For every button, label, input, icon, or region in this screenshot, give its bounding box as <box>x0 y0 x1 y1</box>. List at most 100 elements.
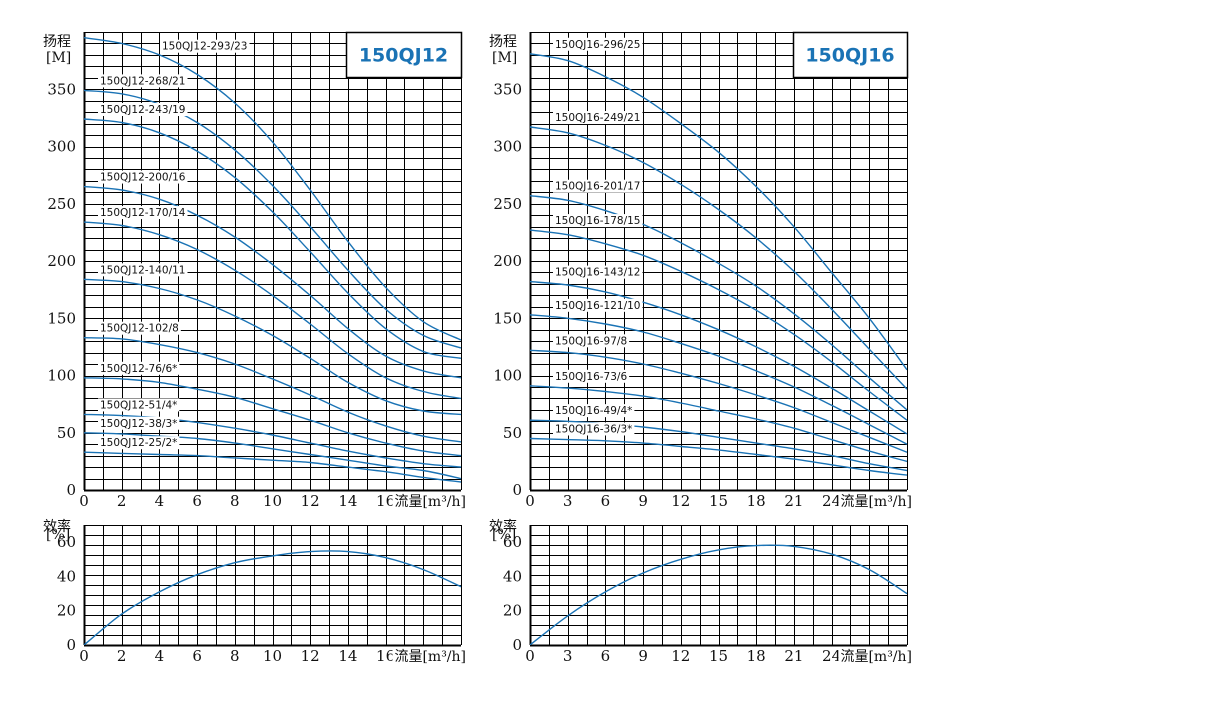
x-axis-label-bg <box>838 648 913 664</box>
series-label-h16-8: 150QJ16-49/4* <box>555 405 632 417</box>
series-line-h16-4 <box>530 280 907 435</box>
y-tick-label: 60 <box>57 533 76 551</box>
series-line-h12-0 <box>84 37 461 341</box>
x-tick-label: 6 <box>601 492 611 510</box>
y-tick-label: 150 <box>493 309 522 327</box>
y-tick-label: 350 <box>493 80 522 98</box>
series-line-h16-7 <box>530 385 907 463</box>
chart-title: 150QJ12 <box>359 45 448 67</box>
series-line-h12-10 <box>84 451 461 483</box>
x-axis-label-bg <box>392 648 467 664</box>
y-tick-label: 0 <box>512 636 522 654</box>
series-line-h16-2 <box>530 195 907 411</box>
x-tick-label: 4 <box>155 492 165 510</box>
y-axis-label: 效率 <box>489 518 517 535</box>
series-label-bg <box>160 39 250 53</box>
x-tick-label: 6 <box>601 647 611 665</box>
x-tick-label: 8 <box>230 492 240 510</box>
series-label-bg <box>553 214 643 228</box>
series-label-bg <box>98 436 180 450</box>
title-box <box>792 31 909 79</box>
y-tick-label: 20 <box>503 602 522 620</box>
x-tick-label: 6 <box>192 492 202 510</box>
series-line-h16-1 <box>530 126 907 390</box>
series-label-h12-1: 150QJ12-268/21 <box>100 75 186 87</box>
y-tick-label: 350 <box>47 80 76 98</box>
x-tick-label: 3 <box>563 492 573 510</box>
x-tick-label: 12 <box>671 492 690 510</box>
series-label-h16-4: 150QJ16-143/12 <box>555 267 641 279</box>
x-tick-label: 3 <box>563 647 573 665</box>
x-axis-label: 流量[m³/h] <box>840 649 912 665</box>
chart-title: 150QJ16 <box>805 45 894 67</box>
x-tick-label: 21 <box>784 492 803 510</box>
y-axis-unit: [%] <box>492 527 516 543</box>
series-label-h16-7: 150QJ16-73/6 <box>555 371 627 383</box>
series-label-bg <box>553 37 643 51</box>
series-label-h16-3: 150QJ16-178/15 <box>555 215 641 227</box>
series-line-h12-4 <box>84 221 461 400</box>
series-label-h12-4: 150QJ12-170/14 <box>100 207 186 219</box>
x-tick-label: 8 <box>230 647 240 665</box>
y-axis-label: 扬程 <box>43 34 71 50</box>
series-label-h16-0: 150QJ16-296/25 <box>555 39 641 51</box>
y-tick-label: 150 <box>47 309 76 327</box>
y-tick-label: 20 <box>57 602 76 620</box>
series-label-h16-1: 150QJ16-249/21 <box>555 112 641 124</box>
title-box <box>345 31 463 79</box>
y-tick-label: 100 <box>47 367 76 385</box>
series-label-bg <box>98 321 181 335</box>
x-axis-label: 流量[m³/h] <box>394 494 466 510</box>
x-axis-label: 流量[m³/h] <box>840 494 912 510</box>
y-axis-unit: [M] <box>492 50 517 66</box>
y-tick-label: 50 <box>57 424 76 442</box>
x-tick-label: 10 <box>263 492 282 510</box>
x-tick-label: 0 <box>525 647 535 665</box>
series-label-bg <box>98 263 188 277</box>
x-tick-label: 6 <box>192 647 202 665</box>
series-label-bg <box>98 74 188 88</box>
x-tick-label: 0 <box>79 492 89 510</box>
y-tick-label: 0 <box>512 481 522 499</box>
y-tick-label: 40 <box>503 567 522 585</box>
series-line-h12-6 <box>84 337 461 443</box>
series-label-h12-9: 150QJ12-38/3* <box>100 418 177 430</box>
x-tick-label: 4 <box>155 647 165 665</box>
x-tick-label: 9 <box>638 647 648 665</box>
x-tick-label: 14 <box>338 492 357 510</box>
x-tick-label: 12 <box>301 647 320 665</box>
series-label-h12-7: 150QJ12-76/6* <box>100 363 177 375</box>
series-label-h12-10: 150QJ12-25/2* <box>100 437 177 449</box>
x-tick-label: 18 <box>747 492 766 510</box>
series-line-e12-0 <box>84 550 461 645</box>
series-label-bg <box>553 111 643 125</box>
y-axis-label: 扬程 <box>489 34 517 50</box>
series-label-h12-6: 150QJ12-102/8 <box>100 323 179 335</box>
x-tick-label: 18 <box>747 647 766 665</box>
x-tick-label: 12 <box>301 492 320 510</box>
x-tick-label: 16 <box>376 492 395 510</box>
x-tick-label: 0 <box>79 647 89 665</box>
x-tick-label: 24 <box>822 492 841 510</box>
y-tick-label: 0 <box>66 481 76 499</box>
x-tick-label: 2 <box>117 492 127 510</box>
x-tick-label: 14 <box>338 647 357 665</box>
x-tick-label: 2 <box>117 647 127 665</box>
x-tick-label: 15 <box>709 647 728 665</box>
x-axis-label: 流量[m³/h] <box>394 649 466 665</box>
x-tick-label: 12 <box>671 647 690 665</box>
y-tick-label: 50 <box>503 424 522 442</box>
series-label-h12-2: 150QJ12-243/19 <box>100 104 186 116</box>
series-line-h12-2 <box>84 118 461 359</box>
y-tick-label: 200 <box>47 252 76 270</box>
series-line-h12-5 <box>84 278 461 416</box>
series-label-h16-5: 150QJ16-121/10 <box>555 300 641 312</box>
series-label-bg <box>98 103 188 117</box>
series-label-bg <box>553 422 635 436</box>
series-label-bg <box>553 179 643 193</box>
series-label-bg <box>98 361 180 375</box>
series-label-bg <box>98 416 180 430</box>
grid <box>83 525 462 647</box>
x-axis-label-bg <box>838 493 913 509</box>
